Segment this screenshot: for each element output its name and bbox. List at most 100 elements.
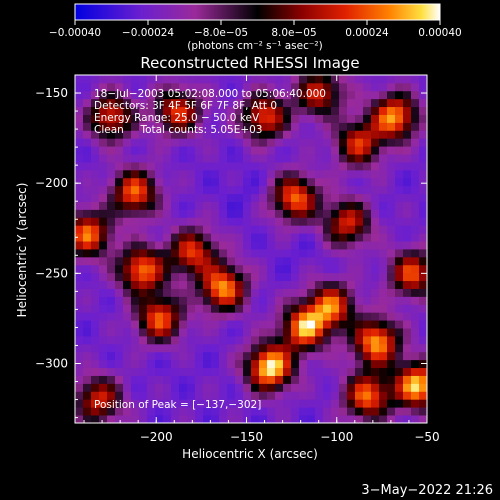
y-tick-label: −200	[35, 176, 68, 190]
heatmap-cell	[203, 138, 212, 147]
heatmap-cell	[139, 114, 148, 123]
heatmap-cell	[283, 272, 292, 282]
heatmap-cell	[259, 351, 268, 361]
heatmap-cell	[123, 343, 132, 353]
heatmap-cell	[315, 185, 324, 195]
heatmap-cell	[83, 162, 92, 171]
heatmap-cell	[75, 256, 84, 266]
heatmap-cell	[147, 264, 156, 274]
heatmap-cell	[403, 328, 412, 337]
heatmap-cell	[291, 185, 300, 195]
heatmap-cell	[219, 169, 228, 179]
heatmap-cell	[395, 162, 404, 171]
heatmap-cell	[147, 233, 156, 242]
heatmap-cell	[323, 106, 332, 115]
heatmap-cell	[91, 367, 100, 376]
heatmap-cell	[187, 399, 196, 408]
heatmap-cell	[235, 336, 244, 345]
heatmap-cell	[347, 114, 356, 123]
heatmap-cell	[419, 383, 428, 392]
heatmap-cell	[339, 122, 348, 131]
heatmap-cell	[139, 225, 148, 234]
heatmap-cell	[203, 241, 212, 250]
heatmap-cell	[267, 320, 276, 329]
heatmap-cell	[307, 391, 316, 400]
heatmap-cell	[131, 256, 140, 266]
heatmap-cell	[411, 280, 420, 289]
heatmap-cell	[83, 343, 92, 353]
heatmap-cell	[251, 98, 260, 108]
heatmap-cell	[267, 264, 276, 274]
heatmap-cell	[107, 169, 116, 179]
heatmap-cell	[195, 162, 204, 171]
heatmap-cell	[243, 114, 252, 123]
heatmap-cell	[219, 75, 228, 84]
heatmap-cell	[155, 75, 164, 84]
heatmap-cell	[123, 328, 132, 337]
heatmap-cell	[275, 343, 284, 353]
heatmap-cell	[403, 391, 412, 400]
heatmap-cell	[291, 146, 300, 155]
heatmap-cell	[115, 185, 124, 195]
heatmap-cell	[123, 138, 132, 147]
heatmap-cell	[147, 328, 156, 337]
heatmap-cell	[267, 185, 276, 195]
heatmap-cell	[123, 383, 132, 392]
heatmap-cell	[355, 75, 364, 84]
heatmap-cell	[291, 304, 300, 313]
heatmap-cell	[211, 367, 220, 376]
heatmap-cell	[379, 177, 388, 187]
heatmap-cell	[171, 320, 180, 329]
heatmap-cell	[323, 75, 332, 84]
heatmap-cell	[371, 75, 380, 84]
heatmap-cell	[371, 296, 380, 305]
heatmap-cell	[227, 209, 236, 218]
heatmap-cell	[243, 193, 252, 202]
heatmap-cell	[99, 375, 108, 384]
heatmap-cell	[307, 304, 316, 313]
heatmap-cell	[171, 296, 180, 305]
heatmap-cell	[259, 407, 268, 416]
heatmap-cell	[227, 185, 236, 195]
heatmap-cell	[411, 185, 420, 195]
heatmap-cell	[267, 114, 276, 123]
heatmap-cell	[267, 138, 276, 147]
heatmap-cell	[347, 399, 356, 408]
heatmap-cell	[411, 193, 420, 202]
heatmap-cell	[403, 383, 412, 392]
heatmap-cell	[83, 233, 92, 242]
heatmap-cell	[395, 225, 404, 234]
heatmap-cell	[259, 75, 268, 84]
heatmap-cell	[131, 162, 140, 171]
heatmap-cell	[187, 280, 196, 289]
heatmap-cell	[107, 201, 116, 210]
heatmap-cell	[299, 359, 308, 369]
heatmap-cell	[283, 359, 292, 369]
heatmap-cell	[395, 241, 404, 250]
heatmap-cell	[155, 272, 164, 282]
heatmap-cell	[259, 146, 268, 155]
heatmap-cell	[387, 162, 396, 171]
heatmap-cell	[371, 217, 380, 226]
heatmap-cell	[83, 241, 92, 250]
heatmap-cell	[75, 162, 84, 171]
heatmap-cell	[203, 296, 212, 305]
heatmap-cell	[195, 399, 204, 408]
heatmap-cell	[227, 415, 236, 424]
heatmap-cell	[363, 264, 372, 274]
heatmap-cell	[403, 367, 412, 376]
heatmap-cell	[347, 130, 356, 139]
heatmap-cell	[203, 367, 212, 376]
heatmap-cell	[155, 415, 164, 424]
heatmap-cell	[363, 217, 372, 226]
heatmap-cell	[227, 391, 236, 400]
heatmap-cell	[131, 320, 140, 329]
heatmap-cell	[411, 320, 420, 329]
heatmap-cell	[195, 256, 204, 266]
heatmap-cell	[331, 391, 340, 400]
heatmap-cell	[339, 241, 348, 250]
heatmap-cell	[323, 391, 332, 400]
heatmap-cell	[307, 201, 316, 210]
heatmap-cell	[363, 328, 372, 337]
heatmap-cell	[395, 296, 404, 305]
